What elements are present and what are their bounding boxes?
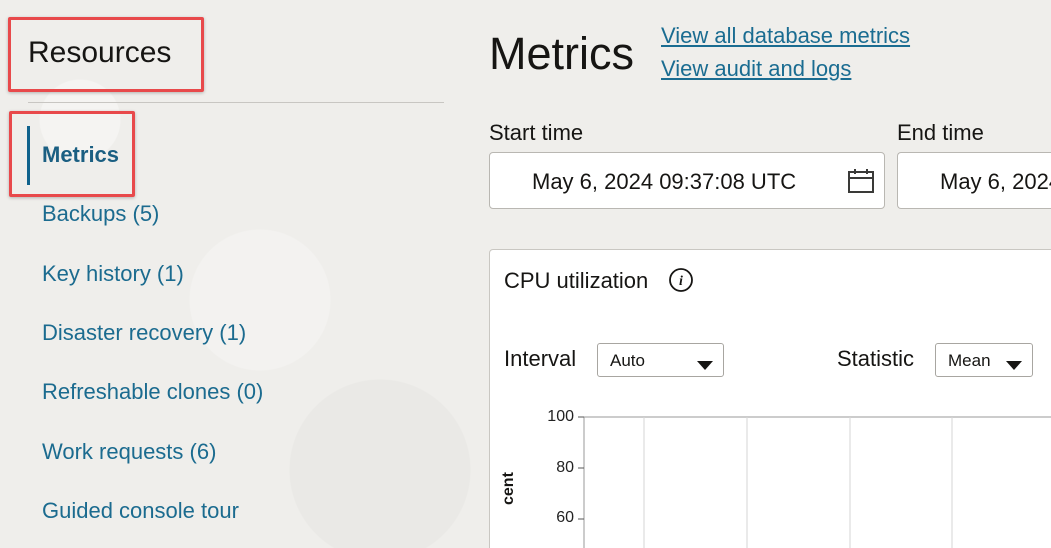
page-title: Metrics (489, 28, 634, 79)
statistic-label: Statistic (837, 346, 915, 371)
annotation-highlight-metrics (9, 111, 135, 197)
view-audit-and-logs-link[interactable]: View audit and logs (661, 56, 852, 81)
cpu-utilization-card (489, 249, 1051, 548)
chevron-down-icon (697, 356, 713, 376)
view-all-database-metrics-link[interactable]: View all database metrics (661, 23, 911, 48)
cpu-chart-plot (578, 416, 1051, 548)
start-time-label: Start time (489, 120, 584, 145)
sidebar-item-disaster-recovery[interactable]: Disaster recovery (1) (42, 320, 247, 345)
start-time-input[interactable]: May 6, 2024 09:37:08 UTC (489, 152, 885, 209)
info-icon[interactable]: i (668, 267, 694, 298)
annotation-highlight-resources (8, 17, 204, 92)
sidebar-item-guided-console-tour[interactable]: Guided console tour (42, 498, 239, 523)
sidebar-item-key-history[interactable]: Key history (1) (42, 261, 184, 286)
end-time-value: May 6, 2024 (940, 169, 1051, 194)
statistic-select[interactable]: Mean (935, 343, 1033, 377)
active-item-indicator (27, 126, 30, 185)
y-tick-label: 60 (556, 509, 574, 526)
y-tick-label: 100 (547, 408, 574, 425)
end-time-label: End time (897, 120, 984, 145)
statistic-value: Mean (948, 351, 991, 370)
interval-select[interactable]: Auto (597, 343, 724, 377)
chart-title: CPU utilization (504, 268, 649, 293)
resources-heading: Resources (28, 36, 172, 69)
svg-text:i: i (679, 274, 683, 289)
interval-label: Interval (504, 346, 577, 371)
calendar-icon[interactable] (847, 168, 875, 200)
y-axis-label: cent (500, 472, 517, 505)
end-time-input[interactable]: May 6, 2024 (897, 152, 1051, 209)
sidebar-item-metrics[interactable]: Metrics (42, 142, 120, 167)
interval-value: Auto (610, 351, 645, 370)
chevron-down-icon (1006, 356, 1022, 376)
y-tick-label: 80 (556, 459, 574, 476)
sidebar-item-refreshable-clones[interactable]: Refreshable clones (0) (42, 379, 264, 404)
sidebar-item-work-requests[interactable]: Work requests (6) (42, 439, 217, 464)
sidebar-divider (28, 102, 444, 103)
sidebar-item-backups[interactable]: Backups (5) (42, 201, 160, 226)
start-time-value: May 6, 2024 09:37:08 UTC (532, 169, 797, 194)
